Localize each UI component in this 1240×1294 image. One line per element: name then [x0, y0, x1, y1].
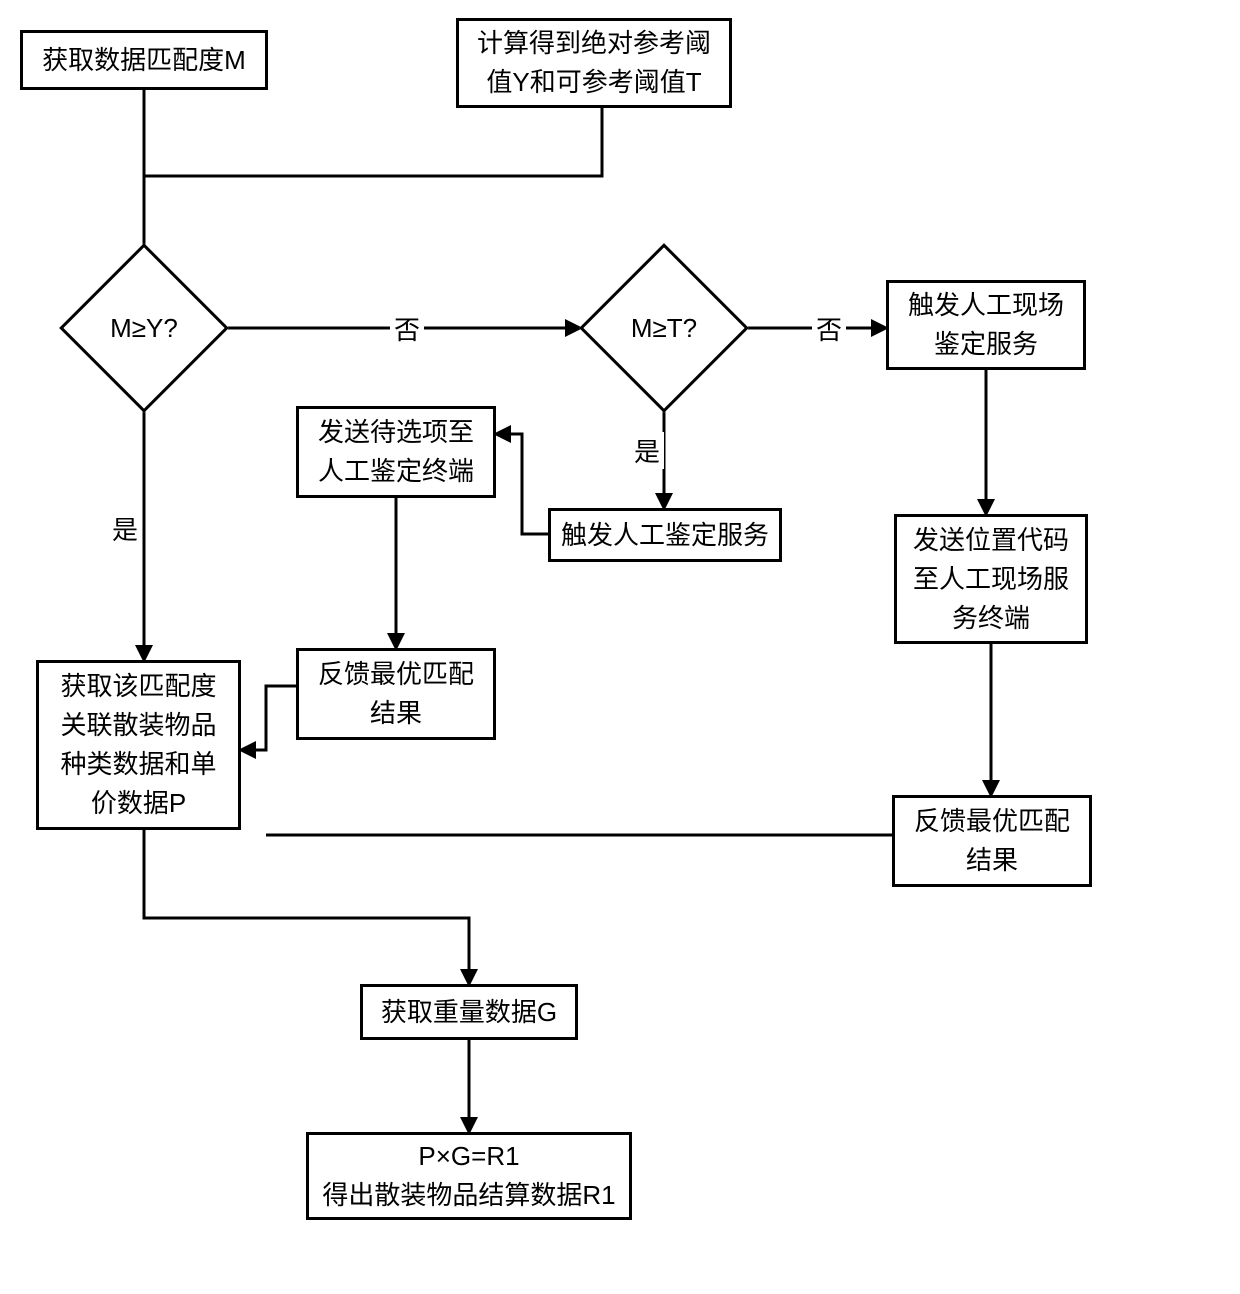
- node-text: 获取数据匹配度M: [42, 41, 246, 80]
- node-text: 计算得到绝对参考阈值Y和可参考阈值T: [477, 24, 711, 102]
- node-trigger-identify-service: 触发人工鉴定服务: [548, 508, 782, 562]
- node-get-weight-data: 获取重量数据G: [360, 984, 578, 1040]
- node-get-match-degree: 获取数据匹配度M: [20, 30, 268, 90]
- node-decision-m-gte-y: M≥Y?: [60, 268, 228, 388]
- node-text: 发送待选项至人工鉴定终端: [318, 413, 474, 491]
- label-text: 是: [112, 515, 138, 545]
- node-calc-thresholds: 计算得到绝对参考阈值Y和可参考阈值T: [456, 18, 732, 108]
- edge-label-yes-1: 是: [108, 510, 142, 547]
- node-text: M≥Y?: [110, 313, 178, 344]
- node-text: 触发人工现场鉴定服务: [908, 286, 1064, 364]
- node-text: 获取重量数据G: [381, 993, 557, 1032]
- node-get-price-data: 获取该匹配度关联散装物品种类数据和单价数据P: [36, 660, 241, 830]
- node-send-location-code: 发送位置代码至人工现场服务终端: [894, 514, 1088, 644]
- node-text: 获取该匹配度关联散装物品种类数据和单价数据P: [60, 667, 216, 823]
- label-text: 否: [816, 315, 842, 345]
- label-text: 是: [634, 437, 660, 467]
- node-send-candidates-terminal: 发送待选项至人工鉴定终端: [296, 406, 496, 498]
- node-text: 反馈最优匹配结果: [914, 802, 1070, 880]
- node-decision-m-gte-t: M≥T?: [580, 268, 748, 388]
- node-text: M≥T?: [631, 313, 697, 344]
- node-text: P×G=R1得出散装物品结算数据R1: [322, 1137, 615, 1215]
- node-calc-settlement: P×G=R1得出散装物品结算数据R1: [306, 1132, 632, 1220]
- node-feedback-best-match-1: 反馈最优匹配结果: [296, 648, 496, 740]
- node-text: 触发人工鉴定服务: [561, 516, 769, 555]
- edge-label-no-2: 否: [812, 310, 846, 347]
- flowchart-connectors: [0, 0, 1240, 1294]
- label-text: 否: [394, 315, 420, 345]
- node-text: 反馈最优匹配结果: [318, 655, 474, 733]
- edge-label-yes-2: 是: [630, 432, 664, 469]
- node-trigger-onsite-service: 触发人工现场鉴定服务: [886, 280, 1086, 370]
- edge-label-no-1: 否: [390, 310, 424, 347]
- node-text: 发送位置代码至人工现场服务终端: [913, 521, 1069, 638]
- node-feedback-best-match-2: 反馈最优匹配结果: [892, 795, 1092, 887]
